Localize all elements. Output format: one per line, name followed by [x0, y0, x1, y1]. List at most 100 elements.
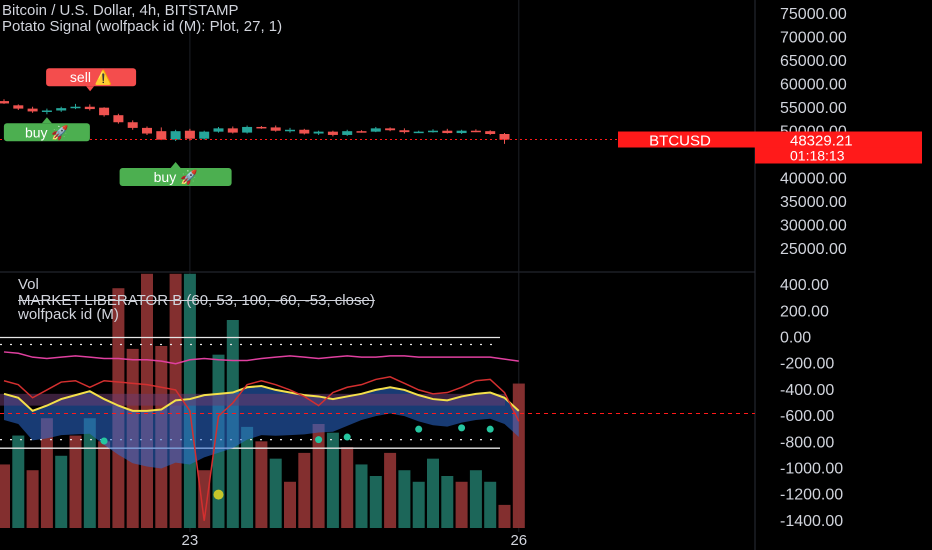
- candle: [70, 106, 81, 109]
- volume-bar: [83, 418, 96, 528]
- volume-bar: [326, 432, 339, 528]
- sell-signal-badge: [46, 68, 137, 87]
- candle: [470, 130, 481, 133]
- price-badge-countdown: 01:18:13: [790, 148, 845, 164]
- volume-bar: [427, 458, 439, 528]
- candle: [485, 131, 496, 134]
- candle: [299, 129, 310, 134]
- price-tick-label: 40000.00: [780, 171, 847, 188]
- volume-bar: [0, 464, 10, 528]
- price-badge-value: 48329.21: [790, 133, 853, 150]
- candle: [370, 128, 381, 132]
- x-tick-label: 23: [182, 532, 199, 549]
- buy-signal-label: buy 🚀: [25, 124, 69, 141]
- signal-dot: [213, 489, 224, 500]
- volume-bar: [69, 435, 82, 528]
- candle: [227, 128, 238, 133]
- volume-bar: [12, 435, 25, 528]
- indicator-legend[interactable]: Potato Signal (wolfpack id (M): Plot, 27…: [2, 18, 283, 35]
- sell-signal-pointer: [86, 86, 95, 92]
- candle: [27, 108, 38, 112]
- vol-tick-label: -1000.00: [780, 460, 843, 477]
- vol-tick-label: -400.00: [780, 382, 834, 399]
- signal-dot: [458, 424, 466, 432]
- signal-dot: [415, 425, 423, 433]
- candle: [256, 126, 267, 129]
- candle: [385, 128, 396, 131]
- vol-legend[interactable]: Vol: [18, 276, 39, 293]
- volume-bar: [512, 383, 525, 528]
- vol-tick-label: -1200.00: [780, 487, 843, 504]
- volume-bar: [255, 441, 268, 528]
- volume-bar: [269, 458, 282, 528]
- cloud-band: [4, 385, 519, 469]
- candle: [313, 131, 324, 134]
- price-tick-label: 70000.00: [780, 30, 847, 47]
- candle: [41, 110, 52, 112]
- volume-bar: [441, 476, 454, 528]
- candle: [13, 105, 24, 109]
- volume-bar: [312, 424, 325, 528]
- volume-bar: [341, 447, 354, 528]
- volume-bar: [484, 481, 497, 528]
- volume-bar: [40, 418, 53, 528]
- signal-dot: [343, 433, 351, 441]
- series-line-yellow: [3, 384, 520, 413]
- candle: [270, 127, 281, 131]
- volume-bar: [98, 441, 111, 528]
- candle: [142, 127, 152, 134]
- price-tick-label: 60000.00: [780, 77, 847, 94]
- volume-bar: [355, 464, 368, 528]
- price-tick-label: 75000.00: [780, 6, 847, 23]
- volume-bar: [298, 452, 311, 528]
- candle: [156, 131, 167, 140]
- volume-bar: [398, 470, 411, 528]
- price-tick-label: 30000.00: [780, 218, 847, 235]
- volume-bar: [498, 504, 511, 528]
- candle: [0, 101, 9, 104]
- volume-bar: [384, 452, 397, 528]
- buy-signal-badge: [3, 123, 90, 142]
- wolfpack-legend[interactable]: wolfpack id (M): [18, 306, 119, 323]
- candle: [113, 115, 124, 123]
- vol-tick-label: 400.00: [780, 277, 829, 294]
- volume-bar: [198, 470, 211, 528]
- vol-tick-label: -600.00: [780, 408, 834, 425]
- candle: [84, 106, 95, 110]
- volume-pane[interactable]: [0, 273, 755, 528]
- price-tick-label: 25000.00: [780, 241, 847, 258]
- market-liberator-legend[interactable]: MARKET LIBERATOR B (60, 53, 100, -60, -5…: [18, 292, 375, 309]
- signal-dot: [315, 436, 323, 444]
- series-line-magenta: [3, 351, 519, 365]
- histogram-band: [0, 393, 505, 406]
- vol-tick-label: 200.00: [780, 303, 829, 320]
- candle: [285, 129, 295, 132]
- vol-tick-label: -1400.00: [780, 513, 843, 530]
- price-axis[interactable]: 25000.0030000.0035000.0040000.0045000.00…: [182, 6, 922, 549]
- series-line-red: [3, 376, 520, 521]
- candle: [184, 130, 195, 139]
- volume-bar: [26, 470, 39, 528]
- candle: [127, 122, 138, 128]
- buy-signal-pointer: [41, 117, 52, 124]
- price-tick-label: 65000.00: [780, 53, 847, 70]
- candle: [428, 130, 438, 133]
- sell-signal-label: sell ⚠️: [70, 69, 112, 86]
- candle: [199, 131, 210, 139]
- price-tick-label: 35000.00: [780, 194, 847, 211]
- price-tick-label: 55000.00: [780, 100, 847, 117]
- candle: [213, 128, 224, 132]
- buy-signal-pointer: [170, 162, 181, 169]
- candle: [413, 131, 424, 134]
- candle: [499, 134, 510, 140]
- volume-bar: [241, 426, 254, 528]
- volume-bar: [469, 470, 482, 528]
- price-badge-symbol: BTCUSD: [649, 133, 711, 150]
- candle: [99, 107, 110, 116]
- candle: [56, 108, 67, 111]
- buy-signal-label: buy 🚀: [154, 169, 198, 186]
- signal-dot: [486, 425, 494, 433]
- price-pane[interactable]: sell ⚠️ buy 🚀 buy 🚀: [0, 68, 755, 187]
- candle: [327, 131, 338, 135]
